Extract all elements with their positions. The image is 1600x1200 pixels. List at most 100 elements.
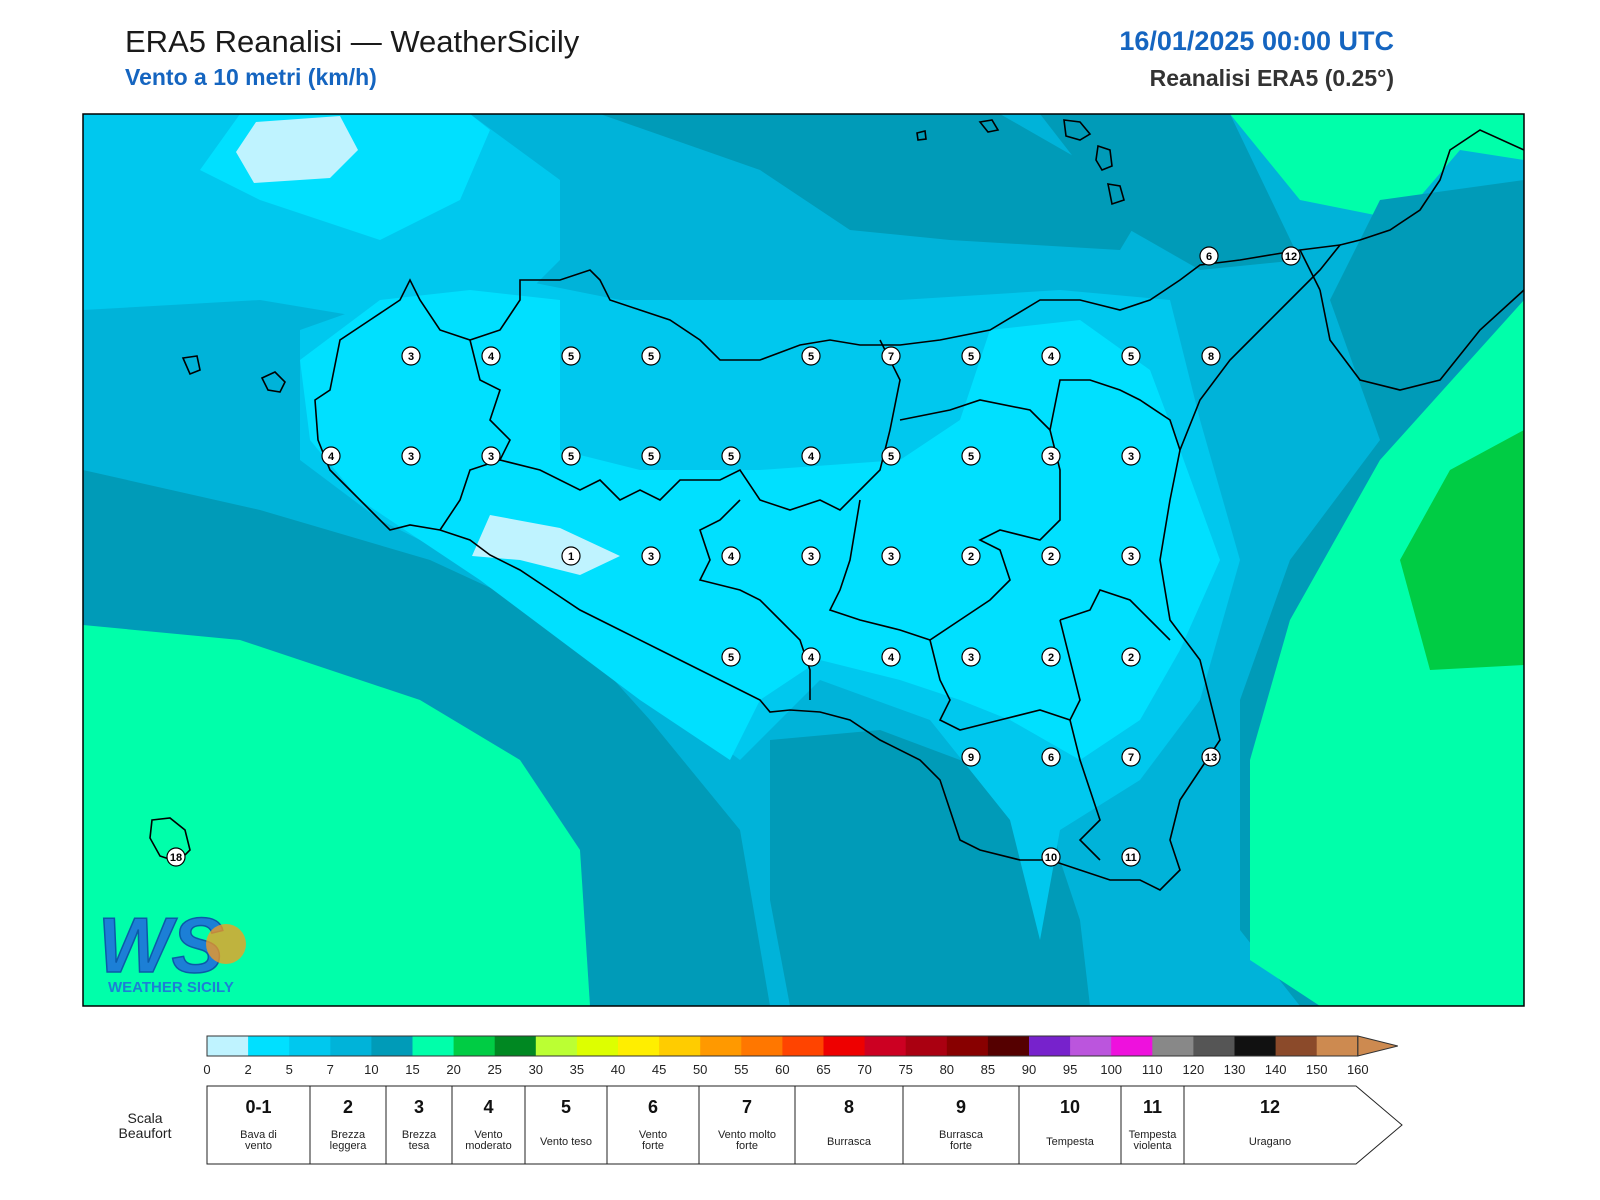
station-value: 3: [1048, 451, 1054, 463]
colorbar-tick-label: 75: [898, 1062, 912, 1077]
colorbar-frame: [206, 1035, 1359, 1057]
station-value: 5: [808, 351, 814, 363]
colorbar-tick-label: 130: [1224, 1062, 1246, 1077]
station-value: 2: [1048, 551, 1054, 563]
beaufort-number: 3: [414, 1097, 424, 1117]
station-marker: 2: [1121, 647, 1141, 667]
logo-sun-icon: [206, 924, 246, 964]
station-marker: 3: [1121, 546, 1141, 566]
map-frame: [82, 113, 1525, 1007]
station-value: 4: [808, 451, 815, 463]
station-marker: 4: [881, 647, 901, 667]
colorbar-segment: [864, 1036, 907, 1056]
beaufort-name: Tempesta: [1046, 1136, 1095, 1148]
station-value: 12: [1285, 251, 1297, 263]
station-markers: 3 4 5 5 5 7 5 4 5 84 3 3 5 5 5 4 5 5 3 31 3 4 3 3 2 2 35 4 4 3 2 29 6 7 13…: [166, 246, 1301, 867]
station-marker: 3: [801, 546, 821, 566]
colorbar-tick-label: 50: [693, 1062, 707, 1077]
station-value: 8: [1208, 351, 1214, 363]
station-marker: 3: [481, 446, 501, 466]
island: [181, 355, 201, 376]
station-marker: 3: [1041, 446, 1061, 466]
station-value: 5: [648, 351, 654, 363]
colorbar-segment: [1234, 1036, 1277, 1056]
station-value: 18: [170, 852, 182, 864]
station-value: 4: [328, 451, 335, 463]
calabria-coast: [1319, 289, 1524, 391]
station-value: 2: [1048, 652, 1054, 664]
colorbar-segment: [946, 1036, 989, 1056]
station-marker: 3: [401, 346, 421, 366]
station-marker: 2: [1041, 647, 1061, 667]
colorbar-tick-label: 90: [1022, 1062, 1036, 1077]
station-value: 4: [728, 551, 735, 563]
beaufort-name: Vento moderato: [465, 1129, 511, 1152]
province-border: [899, 399, 1051, 431]
station-value: 3: [648, 551, 654, 563]
station-value: 5: [968, 451, 974, 463]
source-label: Reanalisi ERA5 (0.25°): [1149, 65, 1394, 91]
station-value: 2: [1128, 652, 1134, 664]
colorbar-tick-label: 55: [734, 1062, 748, 1077]
colorbar-segment: [453, 1036, 496, 1056]
station-marker: 5: [801, 346, 821, 366]
island: [978, 119, 1000, 133]
station-marker: 5: [561, 446, 581, 466]
colorbar-tick-label: 30: [529, 1062, 543, 1077]
colorbar-tick-label: 40: [611, 1062, 625, 1077]
station-value: 4: [808, 652, 815, 664]
beaufort-number: 6: [648, 1097, 658, 1117]
colorbar-segment: [330, 1036, 372, 1056]
colorbar-segment: [289, 1036, 331, 1056]
station-marker: 7: [1121, 747, 1141, 767]
logo-text: WEATHER SICILY: [108, 979, 234, 996]
wind-zone-north-mid: [620, 300, 880, 430]
station-value: 6: [1048, 752, 1054, 764]
colorbar-segment: [412, 1036, 455, 1056]
beaufort-number: 7: [742, 1097, 752, 1117]
station-value: 5: [568, 351, 574, 363]
colorbar-segment: [1316, 1036, 1359, 1056]
station-marker: 3: [401, 446, 421, 466]
station-value: 3: [888, 551, 894, 563]
colorbar-segment: [987, 1036, 1030, 1056]
station-marker: 8: [1201, 346, 1221, 366]
station-marker: 5: [641, 346, 661, 366]
beaufort-number: 12: [1260, 1097, 1280, 1117]
beaufort-name: Bava di vento: [240, 1129, 277, 1152]
station-marker: 1: [561, 546, 581, 566]
station-marker: 4: [801, 446, 821, 466]
beaufort-class: 11 Tempesta violenta: [1120, 1085, 1185, 1165]
station-value: 4: [488, 351, 495, 363]
station-value: 4: [888, 652, 895, 664]
map-title: ERA5 Reanalisi — WeatherSicily: [125, 24, 580, 59]
colorbar-tick-label: 65: [816, 1062, 830, 1077]
island: [260, 371, 286, 393]
province-border: [698, 499, 811, 700]
colorbar-segment: [823, 1036, 866, 1056]
station-value: 3: [968, 652, 974, 664]
station-marker: 4: [1041, 346, 1061, 366]
beaufort-class: 4 Vento moderato: [451, 1085, 526, 1165]
beaufort-class: 8 Burrasca: [794, 1085, 904, 1165]
station-value: 5: [728, 451, 734, 463]
island: [916, 130, 927, 141]
colorbar-segment: [659, 1036, 701, 1056]
station-marker: 5: [641, 446, 661, 466]
colorbar-segment: [1029, 1036, 1071, 1056]
station-marker: 10: [1041, 847, 1061, 867]
map-subtitle: Vento a 10 metri (km/h): [125, 64, 377, 90]
colorbar-tick-label: 150: [1306, 1062, 1328, 1077]
beaufort-name: Burrasca forte: [939, 1129, 984, 1152]
colorbar-segment: [535, 1036, 578, 1056]
beaufort-number: 11: [1143, 1097, 1162, 1117]
colorbar-tick-label: 5: [286, 1062, 293, 1077]
wind-zone-ne-dark: [1040, 114, 1300, 270]
station-marker: 6: [1199, 246, 1219, 266]
station-marker: 5: [961, 346, 981, 366]
station-value: 9: [968, 752, 974, 764]
beaufort-name: Vento teso: [540, 1136, 592, 1148]
station-value: 10: [1045, 852, 1057, 864]
colorbar-segment: [1152, 1036, 1194, 1056]
colorbar-tick-label: 25: [487, 1062, 501, 1077]
